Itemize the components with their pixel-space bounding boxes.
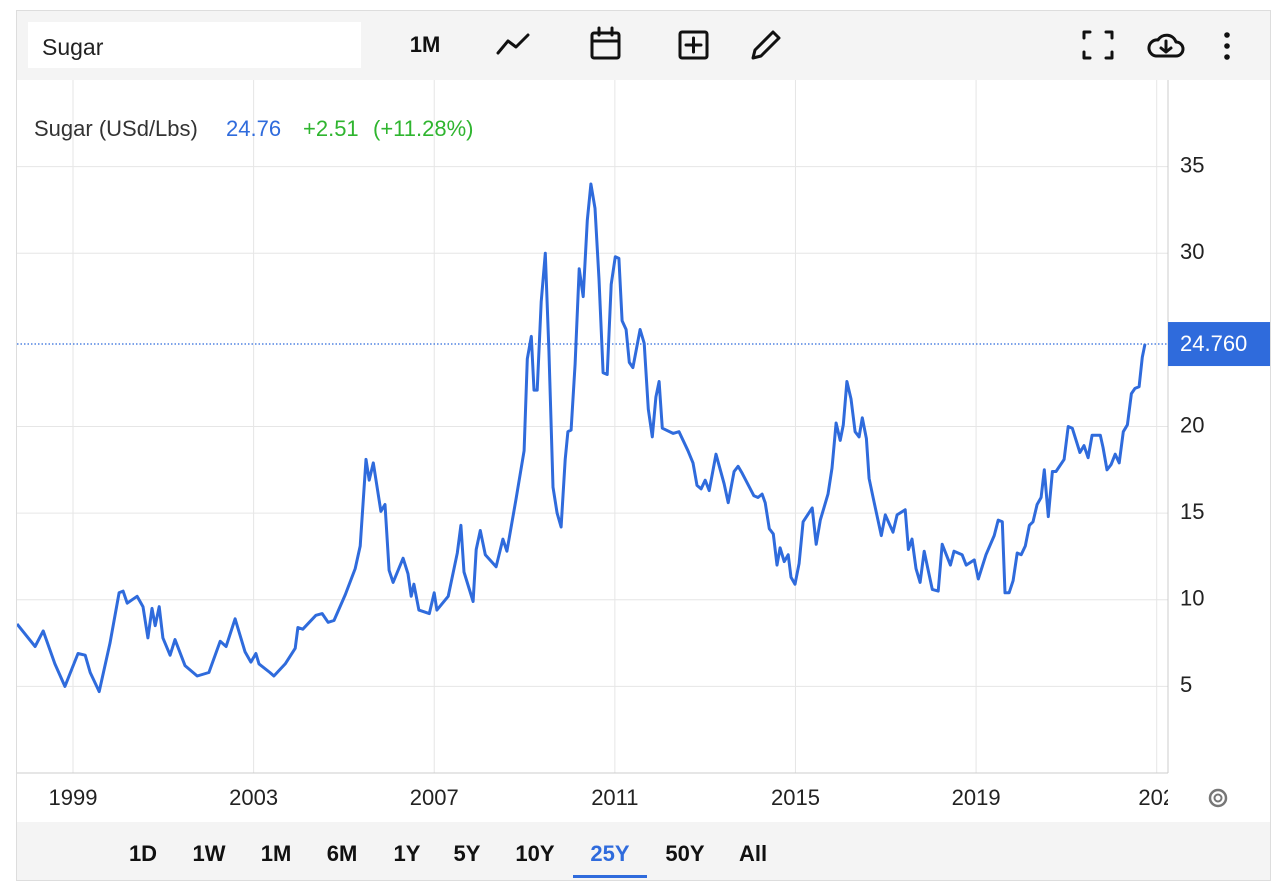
x-tick-label: 2019 [952,785,1001,810]
price-line [17,182,1147,694]
range-button[interactable]: 6M [327,841,358,866]
active-range-underline [573,875,647,878]
y-tick-label: 35 [1180,152,1204,177]
x-axis-labels: 1999 2003 2007 2011 2015 2019 202 [49,785,1175,810]
range-button[interactable]: 1Y [394,841,421,866]
y-tick-label: 10 [1180,586,1204,611]
x-tick-label: 1999 [49,785,98,810]
interval-button[interactable]: 1M [410,32,441,57]
legend-change: +2.51 [303,116,359,141]
x-tick-label: 2011 [591,785,638,810]
legend-last: 24.76 [226,116,281,141]
x-tick-label: 2007 [410,785,459,810]
last-value-box [1168,322,1270,367]
plot [17,80,1169,774]
line-chart-icon[interactable] [496,33,530,55]
range-bar [17,822,1270,880]
range-button[interactable]: 1M [261,841,292,866]
x-tick-label: 2015 [771,785,820,810]
add-icon[interactable] [678,30,709,60]
x-tick-label: 202 [1138,785,1175,810]
range-button[interactable]: 25Y [590,841,629,866]
last-value-label: 24.760 [1180,331,1247,356]
range-button[interactable]: All [739,841,767,866]
legend-name: Sugar (USd/Lbs) [34,116,198,141]
range-button[interactable]: 50Y [665,841,704,866]
range-button[interactable]: 1W [193,841,226,866]
fullscreen-icon[interactable] [1082,30,1114,60]
range-button[interactable]: 10Y [515,841,554,866]
y-tick-label: 5 [1180,672,1192,697]
calendar-icon[interactable] [590,26,621,60]
menu-icon[interactable] [1224,32,1230,60]
y-tick-label: 15 [1180,499,1204,524]
draw-icon[interactable] [751,30,781,60]
range-button[interactable]: 1D [129,841,157,866]
ranges: 1D 1W 1M 6M 1Y 5Y 10Y 25Y 50Y All [129,841,767,878]
search-box[interactable] [28,22,361,68]
search-text[interactable]: Sugar [42,34,104,60]
settings-icon[interactable] [1208,788,1228,808]
download-icon[interactable] [1147,33,1185,58]
legend-change-pct: (+11.28%) [373,116,473,141]
y-tick-label: 30 [1180,239,1204,264]
y-tick-label: 20 [1180,412,1204,437]
x-tick-label: 2003 [229,785,278,810]
frame [16,10,1271,881]
range-button[interactable]: 5Y [454,841,481,866]
